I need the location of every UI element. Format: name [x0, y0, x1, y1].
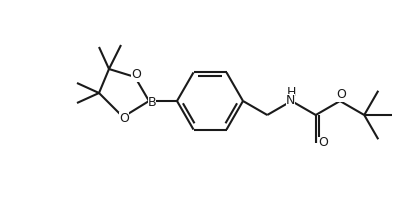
Text: B: B	[147, 97, 156, 110]
Text: O: O	[318, 136, 328, 150]
Text: O: O	[119, 111, 129, 124]
Text: O: O	[336, 88, 346, 101]
Text: N: N	[286, 94, 295, 106]
Text: O: O	[131, 69, 141, 81]
Text: H: H	[287, 87, 296, 99]
